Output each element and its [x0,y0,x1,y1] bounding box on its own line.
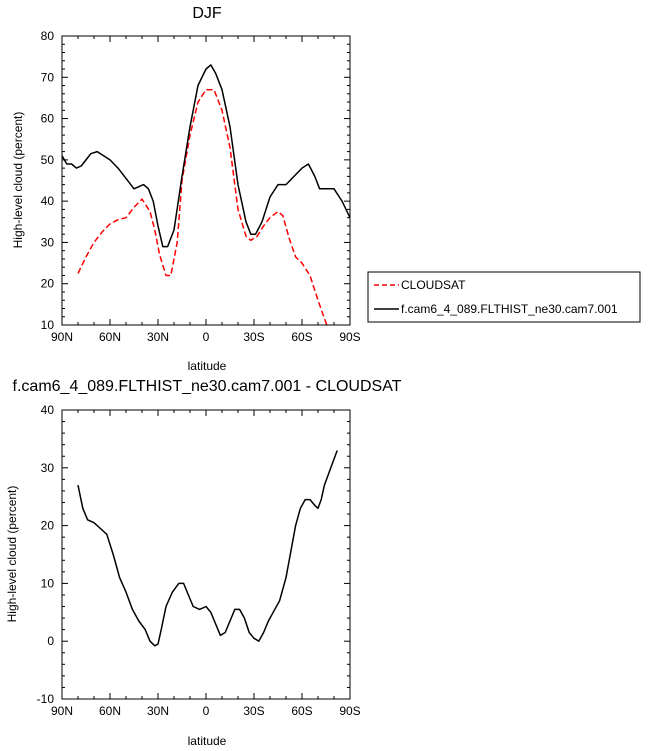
bottom-x-axis-label: latitude [188,734,227,748]
top-x-tick-label: 90N [51,330,73,344]
top-y-tick-label: 80 [41,29,55,43]
top-x-tick-label: 30N [147,330,169,344]
bottom-y-tick-label: -10 [37,692,55,706]
bottom-x-tick-label: 0 [203,704,210,718]
top-y-tick-label: 50 [41,153,55,167]
bottom-plot-frame [61,409,351,700]
top-chart: DJF 90N 60N 30N 0 30S 60S 90S1020304050607080 … [11,5,361,373]
top-y-tick-label: 70 [41,70,55,84]
bottom-chart: f.cam6_4_089.FLTHIST_ne30.cam7.001 - CLO… [5,378,402,748]
top-y-tick-label: 20 [41,277,55,291]
bottom-y-tick-label: 20 [41,519,55,533]
top-x-tick-label: 30S [243,330,264,344]
bottom-x-tick-label: 60N [99,704,121,718]
top-y-tick-label: 10 [41,318,55,332]
bottom-series-line-0 [77,450,338,647]
bottom-y-tick-label: 0 [47,634,54,648]
top-x-axis-label: latitude [188,359,227,373]
bottom-x-tick-label: 30S [243,704,264,718]
top-chart-series [62,64,350,325]
top-series-line-1 [62,64,350,248]
legend-cloudsat-label: CLOUDSAT [401,278,466,292]
top-series-line-0 [77,88,328,325]
bottom-y-axis-label: High-level cloud (percent) [5,486,19,623]
bottom-y-tick-label: 10 [41,576,55,590]
bottom-x-tick-label: 90N [51,704,73,718]
legend-box [367,271,641,323]
top-chart-title: DJF [192,5,222,22]
bottom-x-tick-label: 90S [339,704,360,718]
top-plot-frame [61,35,351,326]
top-x-tick-label: 90S [339,330,360,344]
top-chart-ticks: 90N 60N 30N 0 30S 60S 90S 10 20 30 40 50 60 70 80 [41,29,361,344]
top-y-tick-label: 30 [41,235,55,249]
bottom-x-tick-label: 60S [291,704,312,718]
bottom-x-tick-label: 30N [147,704,169,718]
top-y-axis-label: High-level cloud (percent) [11,112,25,249]
bottom-y-tick-label: 40 [41,403,55,417]
bottom-chart-title: f.cam6_4_089.FLTHIST_ne30.cam7.001 - CLO… [13,378,402,395]
top-x-tick-label: 0 [203,330,210,344]
legend: CLOUDSAT f.cam6_4_089.FLTHIST_ne30.cam7.… [367,271,641,323]
bottom-y-tick-label: 30 [41,461,55,475]
top-y-tick-label: 60 [41,112,55,126]
top-y-tick-label: 40 [41,194,55,208]
top-x-tick-label: 60N [99,330,121,344]
top-x-tick-label: 60S [291,330,312,344]
bottom-chart-ticks: 90N 60N 30N 0 30S 60S 90S -10 0 10 20 30 40 [37,403,361,718]
bottom-chart-series [77,450,338,647]
legend-model-label: f.cam6_4_089.FLTHIST_ne30.cam7.001 [401,302,618,316]
